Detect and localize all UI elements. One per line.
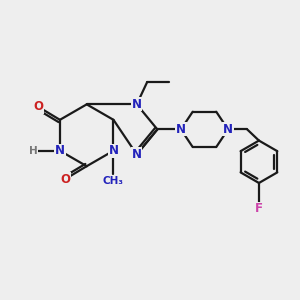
Text: N: N (55, 144, 65, 157)
Text: N: N (132, 98, 142, 111)
Text: CH₃: CH₃ (103, 176, 124, 186)
Text: N: N (176, 123, 186, 136)
Text: N: N (109, 144, 118, 157)
Text: N: N (223, 123, 233, 136)
Text: H: H (29, 146, 38, 156)
Text: O: O (34, 100, 44, 113)
Text: N: N (132, 148, 142, 161)
Text: F: F (255, 202, 263, 215)
Text: O: O (60, 172, 70, 186)
